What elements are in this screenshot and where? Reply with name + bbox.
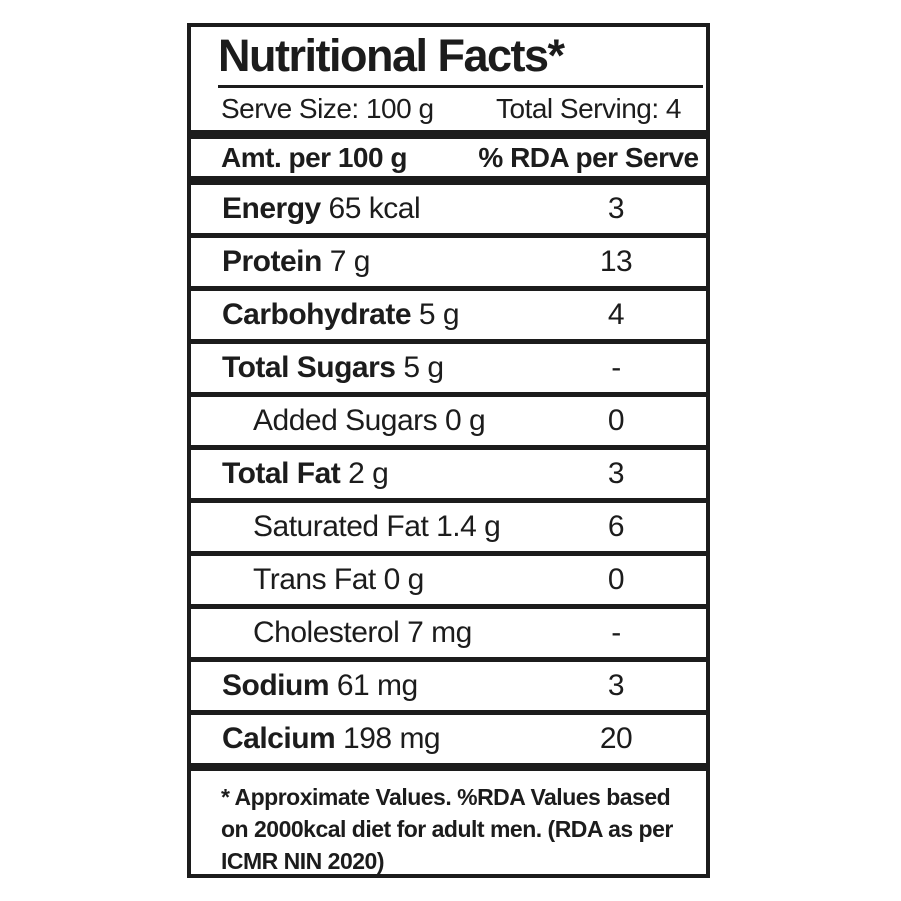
nutrient-row-total-fat: Total Fat 2 g 3	[191, 450, 706, 503]
nutrient-row-carbohydrate: Carbohydrate 5 g 4	[191, 291, 706, 344]
nutrient-amount: 7 mg	[399, 616, 472, 649]
nutrient-rda-value: 0	[607, 563, 625, 596]
footnote: * Approximate Values. %RDA Values based o…	[191, 771, 706, 877]
nutrient-amount: 65 kcal	[320, 192, 421, 225]
nutrient-row-protein: Protein 7 g 13	[191, 238, 706, 291]
nutrient-name: Sodium	[222, 669, 330, 702]
title-divider	[218, 85, 703, 88]
nutrient-amount: 7 g	[321, 245, 371, 278]
nutrient-name: Protein	[222, 245, 322, 278]
nutrition-facts-label: Nutritional Facts* Serve Size: 100 g Tot…	[187, 23, 710, 878]
nutrient-name: Cholesterol	[253, 616, 400, 649]
nutrient-label: Total Sugars 5 g	[191, 351, 444, 385]
nutrient-rda-value: 0	[607, 404, 625, 437]
nutrient-label: Protein 7 g	[191, 245, 370, 279]
nutrient-rda-value: -	[611, 351, 621, 384]
nutrient-label: Sodium 61 mg	[191, 669, 418, 703]
nutrient-row-cholesterol: Cholesterol 7 mg -	[191, 609, 706, 662]
nutrient-row-sodium: Sodium 61 mg 3	[191, 662, 706, 715]
nutrient-label: Trans Fat 0 g	[191, 563, 424, 597]
nutrient-amount: 5 g	[395, 351, 444, 384]
nutrient-name: Added Sugars	[253, 404, 438, 437]
nutrient-label: Energy 65 kcal	[191, 192, 421, 226]
nutrient-row-trans-fat: Trans Fat 0 g 0	[191, 556, 706, 609]
nutrient-amount: 0 g	[375, 563, 425, 596]
nutrient-name: Total Sugars	[222, 351, 396, 384]
nutrient-amount: 2 g	[340, 457, 389, 490]
nutrient-rda-value: 20	[599, 722, 633, 755]
serving-info-row: Serve Size: 100 g Total Serving: 4	[191, 88, 706, 130]
nutrient-rda-value: 13	[599, 245, 633, 278]
column-header-row: Amt. per 100 g % RDA per Serve	[191, 139, 706, 176]
nutrient-amount: 61 mg	[329, 669, 418, 702]
nutrient-name: Trans Fat	[253, 563, 376, 596]
nutrient-rda-value: 3	[607, 669, 625, 702]
nutrient-rda-value: 3	[607, 457, 625, 490]
label-title: Nutritional Facts*	[218, 30, 565, 81]
section-divider-bar	[191, 176, 706, 185]
nutrient-rda-value: 6	[607, 510, 625, 543]
nutrient-label: Added Sugars 0 g	[191, 404, 486, 438]
nutrient-label: Cholesterol 7 mg	[191, 616, 472, 650]
nutrient-name: Energy	[222, 192, 321, 225]
nutrient-amount: 5 g	[411, 298, 460, 331]
nutrient-label: Saturated Fat 1.4 g	[191, 510, 501, 544]
nutrient-row-energy: Energy 65 kcal 3	[191, 185, 706, 238]
nutrient-rda-value: 4	[607, 298, 625, 331]
nutrient-amount: 1.4 g	[428, 510, 501, 543]
nutrient-row-saturated-fat: Saturated Fat 1.4 g 6	[191, 503, 706, 556]
section-divider-bar	[191, 763, 706, 771]
nutrient-rda-value: -	[611, 616, 621, 649]
nutrient-label: Carbohydrate 5 g	[191, 298, 460, 332]
nutrient-row-total-sugars: Total Sugars 5 g -	[191, 344, 706, 397]
nutrient-rows: Energy 65 kcal 3 Protein 7 g 13 Carbohydrate…	[191, 185, 706, 763]
column-header-amount: Amt. per 100 g	[221, 141, 407, 173]
footnote-line: ICMR NIN 2020)	[221, 848, 384, 874]
serve-size-text: Serve Size: 100 g	[221, 93, 434, 124]
nutrient-row-calcium: Calcium 198 mg 20	[191, 715, 706, 763]
nutrient-name: Saturated Fat	[253, 510, 429, 543]
section-divider-bar	[191, 130, 706, 139]
column-header-rda: % RDA per Serve	[478, 141, 699, 173]
nutrient-amount: 0 g	[437, 404, 486, 437]
nutrient-rda-value: 3	[607, 192, 625, 225]
nutrient-label: Calcium 198 mg	[191, 722, 441, 756]
footnote-line: on 2000kcal diet for adult men. (RDA as …	[221, 816, 673, 842]
nutrient-row-added-sugars: Added Sugars 0 g 0	[191, 397, 706, 450]
nutrient-name: Calcium	[222, 722, 336, 755]
nutrient-label: Total Fat 2 g	[191, 457, 389, 491]
nutrient-name: Total Fat	[222, 457, 341, 490]
footnote-line: * Approximate Values. %RDA Values based	[221, 784, 671, 810]
total-serving-text: Total Serving: 4	[496, 93, 682, 124]
nutrient-amount: 198 mg	[335, 722, 441, 755]
nutrient-name: Carbohydrate	[222, 298, 412, 331]
